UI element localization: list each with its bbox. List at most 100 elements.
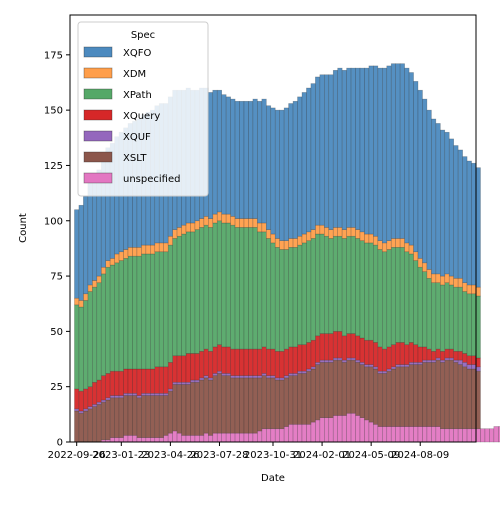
bar-xpath-30	[208, 227, 214, 352]
bar-xpath-74	[404, 251, 410, 345]
y-tick-label-125: 125	[44, 161, 63, 172]
bar-xquf-48	[288, 373, 294, 376]
bar-xquf-16	[145, 393, 151, 396]
bar-xquf-59	[337, 357, 343, 361]
bar-xqfo-47	[283, 107, 289, 241]
bar-xdm-60	[341, 229, 347, 239]
bar-unspecified-51	[301, 423, 307, 443]
bar-xslt-41	[257, 377, 263, 432]
bar-xqfo-54	[315, 76, 321, 226]
legend-swatch-xslt	[83, 151, 113, 163]
bar-xslt-68	[377, 373, 383, 427]
bar-xslt-32	[216, 373, 222, 434]
bar-xquery-84	[448, 348, 454, 359]
bar-unspecified-34	[225, 432, 231, 443]
bar-xquery-14	[136, 368, 142, 396]
bar-xquery-90	[475, 357, 481, 368]
y-tick-label-100: 100	[44, 216, 63, 227]
bar-unspecified-75	[408, 426, 414, 443]
bar-xslt-35	[230, 377, 236, 434]
bar-xdm-9	[114, 253, 120, 264]
bar-xquery-76	[413, 344, 419, 363]
bar-xpath-77	[417, 266, 423, 348]
bar-xquery-35	[230, 348, 236, 376]
bar-unspecified-70	[386, 426, 392, 443]
bar-xquery-60	[341, 335, 347, 361]
bar-xdm-20	[163, 242, 169, 253]
bar-xquf-0	[74, 408, 80, 412]
bar-unspecified-61	[346, 412, 352, 443]
bar-xquf-24	[181, 381, 187, 385]
x-tick-label-0: 2022-09-26	[48, 450, 106, 461]
legend-label-xqfo: XQFO	[123, 48, 151, 59]
bar-xquf-41	[257, 375, 263, 379]
bar-xslt-37	[239, 377, 245, 434]
bar-xslt-66	[368, 366, 374, 423]
bar-xquery-45	[274, 350, 280, 379]
bar-xslt-71	[390, 368, 396, 427]
bar-xqfo-42	[261, 98, 267, 224]
bar-unspecified-87	[462, 428, 468, 443]
bar-xquf-75	[408, 362, 414, 365]
bar-xpath-82	[440, 284, 446, 352]
bar-xqfo-40	[252, 98, 258, 219]
bar-xpath-71	[390, 247, 396, 345]
bar-xqfo-87	[462, 156, 468, 284]
bar-xpath-38	[243, 227, 249, 350]
legend-swatch-xpath	[83, 88, 113, 100]
bar-xqfo-55	[319, 74, 325, 226]
bar-xquf-3	[87, 406, 93, 410]
bar-xquery-49	[292, 346, 298, 374]
bar-unspecified-9	[114, 437, 120, 443]
bar-xquery-25	[185, 353, 191, 383]
bar-xdm-26	[190, 222, 196, 233]
bar-xquf-57	[328, 359, 334, 363]
legend-swatch-xquery	[83, 109, 113, 121]
bar-xpath-53	[310, 238, 316, 341]
bar-xslt-57	[328, 362, 334, 418]
bar-xquf-2	[83, 408, 89, 412]
bar-xquf-20	[163, 393, 169, 396]
bar-xquery-23	[176, 355, 182, 383]
bar-xpath-79	[426, 277, 432, 350]
bar-xquf-55	[319, 359, 325, 363]
bar-unspecified-94	[493, 426, 499, 443]
bar-xdm-16	[145, 244, 151, 255]
bar-xpath-63	[355, 238, 361, 337]
bar-unspecified-77	[417, 426, 423, 443]
bar-xslt-82	[440, 362, 446, 430]
bar-xdm-25	[185, 222, 191, 233]
bar-xslt-73	[399, 366, 405, 427]
bar-xslt-14	[136, 397, 142, 438]
bar-unspecified-49	[292, 423, 298, 443]
bar-xslt-61	[346, 359, 352, 414]
bar-unspecified-20	[163, 435, 169, 443]
bar-xslt-62	[350, 359, 356, 414]
bar-xslt-51	[301, 373, 307, 425]
series-xpath	[74, 220, 481, 392]
bar-unspecified-13	[132, 435, 138, 443]
bar-xqfo-41	[257, 100, 263, 224]
series-xdm	[74, 211, 481, 308]
bar-xquery-16	[145, 368, 151, 394]
bar-xslt-53	[310, 368, 316, 423]
bar-xdm-80	[431, 273, 437, 284]
bar-unspecified-76	[413, 426, 419, 443]
bar-xslt-36	[234, 377, 240, 434]
bar-unspecified-84	[448, 428, 454, 443]
bar-unspecified-41	[257, 430, 263, 443]
bar-xslt-64	[359, 364, 365, 418]
bar-unspecified-85	[453, 428, 459, 443]
bar-unspecified-43	[266, 428, 272, 443]
bar-xquf-15	[141, 393, 147, 396]
bar-xslt-26	[190, 381, 196, 436]
bar-xquf-60	[341, 359, 347, 363]
bar-xqfo-38	[243, 100, 249, 219]
bar-xslt-88	[466, 368, 472, 430]
bar-xquery-19	[158, 366, 164, 394]
bar-xpath-55	[319, 233, 325, 334]
bar-xpath-40	[252, 227, 258, 350]
bar-xquery-69	[382, 348, 388, 372]
bar-xslt-59	[337, 359, 343, 416]
